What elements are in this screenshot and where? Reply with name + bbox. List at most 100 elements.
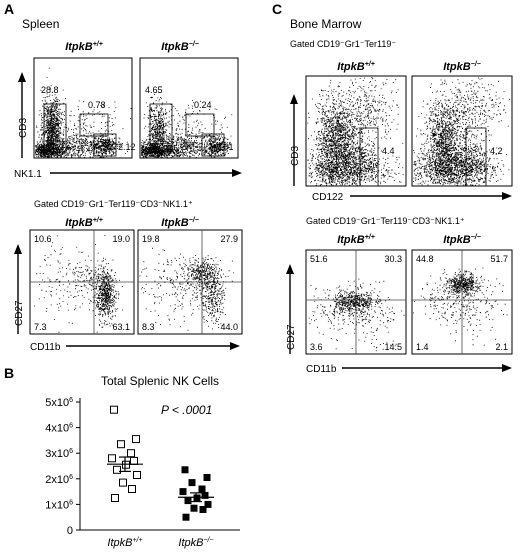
- panel-c-top-x-arrowhead: [502, 192, 512, 200]
- panel-b-point-s1-11: [128, 485, 136, 493]
- panel-c: C Bone Marrow Gated CD19⁻Gr1⁻Ter119⁻ Itp…: [272, 1, 513, 375]
- panel-a-genotype-3: ItpkB+/+: [65, 217, 103, 229]
- panel-a-bottom-x-label: CD11b: [30, 342, 61, 353]
- panel-a-bottom-x-arrowhead: [230, 342, 240, 350]
- panel-a-top-plot-2-value-left: 4.65: [145, 85, 163, 95]
- panel-b-point-s2-4: [198, 485, 206, 493]
- panel-a-top-plot-2-gate-cd3: [149, 103, 173, 153]
- panel-b-y-tick-label-2: 2x106: [45, 474, 73, 486]
- panel-a-genotype-4: ItpkB−/−: [161, 217, 199, 229]
- panel-b-point-s2-3: [188, 479, 196, 487]
- panel-a-top-plot-1-gate-nk: [93, 133, 117, 157]
- panel-a-top-plot-1-value-mid: 0.78: [88, 100, 106, 110]
- panel-b-point-s2-7: [193, 494, 201, 502]
- panel-b-x-tick-label-2: ItpkB−/−: [178, 537, 213, 549]
- panel-a-top-x-arrowhead: [232, 169, 242, 177]
- panel-b-x-tick-label-1: ItpkB+/+: [107, 537, 142, 549]
- panel-b-point-s2-2: [203, 474, 211, 481]
- panel-c-tissue: Bone Marrow: [290, 17, 362, 31]
- panel-c-bottom-y-arrowhead: [286, 264, 294, 274]
- panel-c-bottom-plot-1-events: [308, 278, 405, 352]
- panel-a-top-plot-1-value-right: 2.12: [118, 142, 136, 152]
- panel-b-y-tick-label-5: 5x106: [45, 397, 73, 409]
- panel-c-top-plot-1-events: [307, 77, 404, 186]
- panel-a-top-x-label: NK1.1: [14, 169, 42, 180]
- panel-b-pvalue: P < .0001: [161, 403, 212, 417]
- panel-c-genotype-1: ItpkB+/+: [337, 61, 375, 73]
- panel-b-point-s1-6: [130, 456, 138, 465]
- panel-a-bottom-y-label: CD27: [14, 300, 25, 326]
- panel-b-point-s1-10: [119, 478, 127, 487]
- panel-b-y-ticks: 0 1x106 2x106 3x106 4x106 5x106: [45, 397, 80, 537]
- panel-c-top-plot-1-value: 4.4: [382, 146, 395, 156]
- panel-c-top-y-arrowhead: [290, 94, 298, 104]
- panel-b-mean-sem: [107, 456, 214, 503]
- panel-b-letter: B: [4, 365, 14, 381]
- panel-a-top-plot-2-events: [141, 86, 233, 158]
- panel-b-point-s2-12: [182, 513, 190, 521]
- panel-a-bottom-plot-1-lr: 63.1: [112, 322, 130, 332]
- panel-a-bottom-plot-1-ll: 7.3: [34, 322, 47, 332]
- panel-b-y-tick-label-4: 4x106: [45, 423, 73, 435]
- panel-a-top-plot-1-value-left: 28.8: [41, 85, 59, 95]
- panel-b-x-tick-labels: ItpkB+/+ ItpkB−/−: [107, 537, 213, 549]
- panel-a-bottom-plot-2-ul: 19.8: [142, 234, 160, 244]
- panel-c-bottom-plot-2-ll: 1.4: [416, 342, 429, 352]
- panel-c-gating-bottom: Gated CD19⁻Gr1⁻Ter119⁻CD3⁻NK1.1⁺: [306, 216, 465, 226]
- panel-c-bottom-plot-1-ul: 51.6: [310, 254, 328, 264]
- panel-a-letter: A: [4, 1, 14, 17]
- panel-c-gating-top: Gated CD19⁻Gr1⁻Ter119⁻: [290, 39, 396, 49]
- panel-a-top-y-label: CD3: [18, 118, 29, 138]
- panel-a-top-plot-1-events: [35, 67, 132, 158]
- panel-b-data-points: [108, 405, 212, 521]
- panel-c-bottom-x-label: CD11b: [306, 364, 337, 375]
- panel-b-point-s2-5: [179, 488, 187, 496]
- panel-b-point-s1-8: [113, 465, 121, 474]
- panel-b-y-tick-label-3: 3x106: [45, 448, 73, 460]
- panel-b-point-s1-12: [111, 494, 119, 502]
- panel-c-top-plot-2-gate: [465, 127, 487, 187]
- panel-b-y-tick-label-0: 0: [67, 525, 73, 537]
- panel-a-genotype-2: ItpkB−/−: [161, 41, 199, 53]
- panel-c-bottom-plot-1-ur: 30.3: [384, 254, 402, 264]
- panel-b-point-s2-6: [201, 491, 209, 499]
- panel-b-title: Total Splenic NK Cells: [101, 374, 219, 388]
- panel-b: B Total Splenic NK Cells P < .0001 0 1x10…: [4, 365, 240, 549]
- panel-c-bottom-plot-1-ll: 3.6: [310, 342, 323, 352]
- panel-a-top-plot-2-value-mid: 0.24: [194, 100, 212, 110]
- panel-b-point-s2-11: [199, 506, 207, 513]
- panel-c-bottom-plot-2-events: [413, 267, 508, 346]
- panel-a-bottom-plot-2-ll: 8.3: [142, 322, 155, 332]
- panel-c-top-y-label: CD3: [290, 146, 301, 166]
- panel-c-bottom-plot-1-lr: 14.5: [384, 342, 402, 352]
- panel-b-point-s1-3: [117, 440, 125, 449]
- panel-c-bottom-y-label: CD27: [286, 324, 297, 350]
- panel-b-point-s1-1: [110, 405, 118, 414]
- panel-a-tissue: Spleen: [22, 17, 59, 31]
- panel-c-bottom-x-arrowhead: [502, 364, 512, 372]
- panel-b-point-s2-9: [204, 500, 212, 508]
- panel-c-bottom-plot-2-ul: 44.8: [416, 254, 434, 264]
- panel-a-top-y-arrowhead: [18, 72, 26, 82]
- panel-c-top-x-label: CD122: [312, 192, 344, 203]
- panel-c-genotype-4: ItpkB−/−: [443, 234, 481, 246]
- panel-c-genotype-2: ItpkB−/−: [443, 61, 481, 73]
- panel-a-bottom-plot-1-events: [34, 235, 124, 333]
- panel-a-bottom-plot-2-events: [139, 247, 234, 331]
- panel-a-genotype-1: ItpkB+/+: [65, 41, 103, 53]
- panel-c-bottom-plot-2-lr: 2.1: [495, 342, 508, 352]
- panel-b-y-tick-label-1: 1x106: [45, 499, 73, 511]
- panel-a-bottom-plot-1-ur: 19.0: [112, 234, 130, 244]
- panel-b-point-s1-9: [133, 471, 141, 479]
- panel-c-bottom-plot-2-ur: 51.7: [490, 254, 508, 264]
- panel-a-top-plot-2-value-right: 3.01: [216, 142, 234, 152]
- panel-b-point-s1-4: [127, 449, 135, 458]
- panel-a-top-plot-2-gate-nkt: [185, 113, 215, 137]
- panel-a-top-plot-2-gate-nk: [201, 133, 225, 157]
- panel-b-point-s2-1: [181, 466, 189, 474]
- panel-c-letter: C: [272, 1, 282, 17]
- panel-a-top-plot-1-gate-cd3: [43, 103, 67, 153]
- panel-a: A Spleen ItpkB+/+ ItpkB−/− 28.8 0.78 2.1…: [4, 1, 243, 353]
- panel-a-bottom-plot-2-ur: 27.9: [220, 234, 238, 244]
